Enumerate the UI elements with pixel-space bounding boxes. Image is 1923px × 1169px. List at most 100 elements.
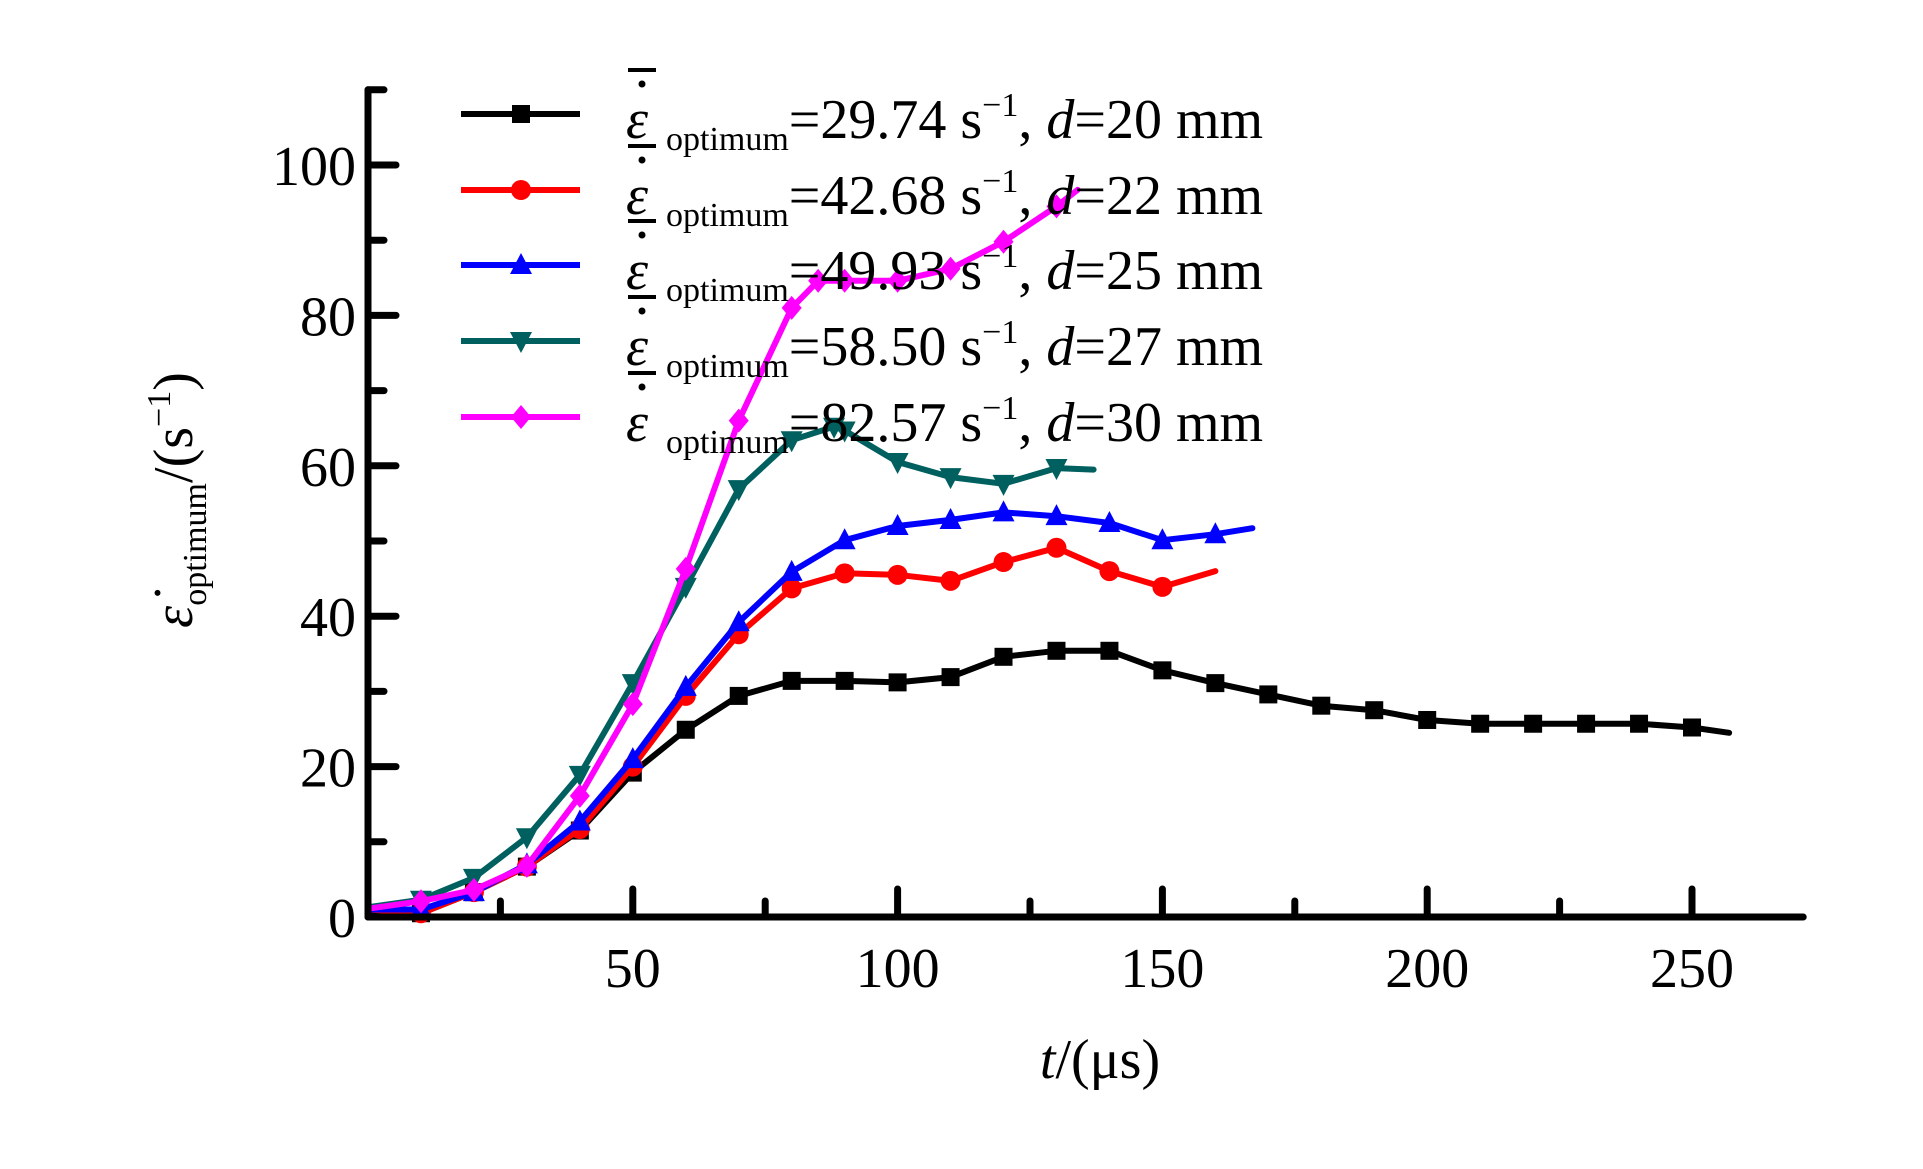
data-point-marker: [886, 453, 909, 475]
data-point-marker: [1471, 714, 1490, 733]
data-point-marker: [1312, 696, 1331, 715]
dot-accent: [638, 383, 646, 391]
y-axis-title-unit-close: ): [143, 372, 205, 391]
legend-sup: −1: [982, 87, 1018, 124]
data-point-marker: [835, 671, 854, 690]
data-point-marker: [728, 408, 749, 433]
legend-swatch-marker: [511, 180, 531, 200]
x-tick-label: 100: [856, 938, 940, 1000]
data-point-marker: [833, 421, 856, 443]
legend-swatch-marker: [511, 405, 531, 429]
y-tick-label: 80: [300, 286, 356, 348]
y-axis-title: ε̇optimum/(s−1): [141, 372, 214, 628]
legend-item: ε optimum=42.68 s−1, d=22 mm: [461, 144, 1263, 234]
series-5: [365, 186, 1081, 914]
legend-symbol: ε: [626, 165, 649, 227]
y-ticks: 0 20 40 60 80 100: [272, 86, 400, 950]
legend-swatch-marker: [512, 105, 530, 123]
legend-sep: ,: [1018, 165, 1046, 227]
legend-dval: =27 mm: [1074, 316, 1263, 378]
legend-label: optimum=58.50 s−1, d=27 mm: [666, 314, 1263, 385]
data-point-marker: [1099, 561, 1120, 582]
legend-sup: −1: [982, 163, 1018, 200]
data-point-marker: [675, 556, 696, 581]
data-point-marker: [1204, 522, 1227, 544]
series-line: [365, 186, 1081, 912]
data-point-marker: [674, 674, 697, 696]
data-point-marker: [940, 256, 961, 281]
legend-symbol: ε: [626, 240, 649, 302]
x-tick-label: 250: [1650, 938, 1734, 1000]
data-point-marker: [782, 671, 801, 690]
legend-dval: =20 mm: [1074, 89, 1263, 151]
data-point-marker: [1046, 194, 1067, 219]
legend-sep: ,: [1018, 240, 1046, 302]
legend-sep: ,: [1018, 89, 1046, 151]
data-point-marker: [622, 692, 643, 717]
data-point-marker: [515, 828, 538, 850]
legend-label: optimum=29.74 s−1, d=20 mm: [666, 87, 1263, 158]
legend-symbol: ε: [626, 316, 649, 378]
data-point-marker: [833, 528, 856, 550]
data-point-marker: [568, 765, 591, 787]
x-tick-label: 50: [605, 938, 661, 1000]
legend-item: ε optimum=58.50 s−1, d=27 mm: [461, 295, 1263, 385]
data-point-marker: [994, 647, 1013, 666]
data-point-marker: [886, 513, 909, 535]
x-ticks: 50 100 150 200 250: [496, 885, 1734, 1000]
x-axis-title-unit: /(μs): [1055, 1029, 1160, 1091]
data-point-marker: [940, 570, 961, 591]
legend-sub: optimum: [666, 424, 789, 461]
y-tick-label: 100: [272, 136, 356, 198]
legend-symbol: ε: [626, 89, 649, 151]
legend-label: optimum=49.93 s−1, d=25 mm: [666, 238, 1263, 309]
data-point-marker: [569, 783, 590, 808]
series-line: [365, 423, 1097, 911]
x-tick-label: 150: [1120, 938, 1204, 1000]
legend-sub: optimum: [666, 197, 789, 234]
data-point-marker: [1045, 459, 1068, 481]
legend-label: optimum=82.57 s−1, d=30 mm: [666, 390, 1263, 461]
data-point-marker: [568, 809, 591, 831]
data-point-marker: [729, 686, 748, 705]
legend-value: =42.68 s: [789, 165, 982, 227]
data-point-marker: [727, 480, 750, 502]
legend-sep: ,: [1018, 392, 1046, 454]
legend-item: ε optimum=49.93 s−1, d=25 mm: [461, 219, 1263, 309]
data-point-marker: [621, 674, 644, 696]
legend-symbol: ε: [626, 392, 649, 454]
data-point-marker: [1418, 710, 1437, 729]
data-point-marker: [993, 229, 1014, 254]
data-point-marker: [1098, 510, 1121, 532]
y-tick-label: 40: [300, 587, 356, 649]
data-point-marker: [834, 268, 855, 293]
data-point-marker: [1045, 504, 1068, 526]
series-layer: [365, 186, 1733, 924]
data-point-marker: [781, 295, 802, 320]
legend-swatch-marker: [510, 253, 532, 274]
data-point-marker: [1524, 714, 1543, 733]
data-point-marker: [780, 559, 803, 581]
x-tick-label: 200: [1385, 938, 1469, 1000]
legend-value: =29.74 s: [789, 89, 982, 151]
legend-dvar: d: [1046, 89, 1075, 151]
data-point-marker: [1630, 714, 1649, 733]
data-point-marker: [992, 474, 1015, 496]
data-point-marker: [887, 564, 908, 585]
y-tick-label: 0: [328, 888, 356, 950]
legend-sub: optimum: [666, 272, 789, 309]
dot-accent: [638, 156, 646, 164]
data-point-marker: [516, 853, 537, 878]
data-point-marker: [993, 552, 1014, 573]
data-point-marker: [1100, 641, 1119, 660]
data-point-marker: [1206, 674, 1225, 693]
legend-label: optimum=42.68 s−1, d=22 mm: [666, 163, 1263, 234]
legend-sup: −1: [982, 314, 1018, 351]
data-point-marker: [463, 877, 484, 902]
legend-value: =49.93 s: [789, 240, 982, 302]
dot-accent: [638, 231, 646, 239]
data-point-marker: [808, 268, 829, 293]
data-point-marker: [992, 500, 1015, 522]
data-point-marker: [780, 431, 803, 453]
